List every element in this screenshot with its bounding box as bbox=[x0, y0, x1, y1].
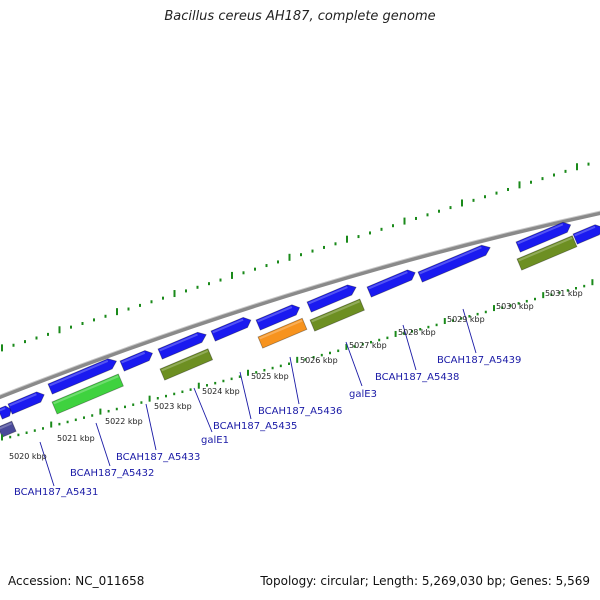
scale-tick-label: 5026 kbp bbox=[300, 356, 338, 365]
gene-label[interactable]: BCAH187_A5432 bbox=[70, 468, 154, 479]
scale-tick-label: 5028 kbp bbox=[398, 328, 436, 337]
gene-highlight bbox=[0, 422, 13, 430]
backbone-line bbox=[0, 211, 600, 400]
gene-highlight bbox=[49, 360, 109, 387]
gene-highlight bbox=[0, 407, 6, 412]
gene-label-connector bbox=[345, 341, 363, 387]
scale-tick-label: 5029 kbp bbox=[447, 315, 485, 324]
gene-highlight bbox=[257, 306, 293, 323]
backbone-highlight bbox=[0, 210, 600, 396]
gene-arrow-olive[interactable] bbox=[159, 348, 214, 381]
scale-tick-ring bbox=[1, 279, 594, 441]
gene-track bbox=[0, 221, 600, 438]
map-labels: 5020 kbp 5021 kbp 5022 kbp 5023 kbp 5024 kbp… bbox=[9, 289, 583, 498]
genome-backbone bbox=[0, 210, 600, 400]
scale-tick-label: 5025 kbp bbox=[251, 372, 289, 381]
gene-arrow-blue[interactable] bbox=[255, 304, 301, 331]
accession-text: Accession: NC_011658 bbox=[8, 574, 145, 588]
gene-arrow-slate[interactable] bbox=[0, 420, 17, 438]
gene-label[interactable]: BCAH187_A5435 bbox=[213, 421, 297, 432]
scale-tick-label: 5030 kbp bbox=[496, 302, 534, 311]
gene-label-connector bbox=[239, 371, 252, 420]
gene-arrow-blue[interactable] bbox=[47, 358, 118, 395]
gene-arrow-olive[interactable] bbox=[309, 298, 365, 332]
gene-arrow-blue[interactable] bbox=[7, 391, 45, 415]
gene-label[interactable]: BCAH187_A5436 bbox=[258, 406, 342, 417]
gene-highlight bbox=[9, 393, 37, 407]
gene-arrow-blue[interactable] bbox=[572, 224, 600, 245]
gene-highlight bbox=[159, 333, 198, 352]
gene-highlight bbox=[419, 246, 482, 275]
scale-tick-label: 5022 kbp bbox=[105, 417, 143, 426]
gene-highlight bbox=[161, 350, 209, 372]
gene-highlight bbox=[53, 375, 119, 405]
gene-arrow-blue[interactable] bbox=[119, 350, 154, 372]
scale-tick-label: 5031 kbp bbox=[545, 289, 583, 298]
gene-arrow-blue[interactable] bbox=[0, 405, 12, 420]
scale-tick-label: 5021 kbp bbox=[57, 434, 95, 443]
gene-label-connector bbox=[95, 422, 111, 467]
gene-arrow-orange[interactable] bbox=[257, 317, 308, 349]
outer-tick-ring bbox=[1, 162, 590, 352]
gene-highlight bbox=[212, 318, 244, 334]
gene-highlight bbox=[518, 237, 573, 262]
gene-label-connector bbox=[462, 308, 477, 354]
gene-arrow-blue[interactable] bbox=[417, 244, 491, 283]
gene-highlight bbox=[308, 286, 348, 305]
gene-label[interactable]: BCAH187_A5431 bbox=[14, 487, 98, 498]
topology-text: Topology: circular; Length: 5,269,030 bp… bbox=[260, 574, 590, 588]
gene-arrow-blue[interactable] bbox=[515, 221, 572, 253]
gene-arrow-blue[interactable] bbox=[157, 331, 207, 360]
gene-label-connector bbox=[402, 324, 417, 371]
gene-highlight bbox=[311, 300, 360, 323]
gene-label-connector bbox=[145, 403, 157, 451]
gene-arrow-blue[interactable] bbox=[306, 284, 357, 313]
gene-highlight bbox=[574, 226, 596, 237]
gene-highlight bbox=[121, 351, 146, 364]
label-connectors bbox=[39, 308, 477, 487]
gene-label[interactable]: BCAH187_A5433 bbox=[116, 452, 200, 463]
gene-arrow-blue[interactable] bbox=[366, 269, 416, 298]
gene-label-connector bbox=[39, 441, 55, 487]
scale-tick-label: 5020 kbp bbox=[9, 452, 47, 461]
gene-label-connector bbox=[289, 356, 300, 405]
gene-arrow-olive[interactable] bbox=[516, 235, 578, 271]
gene-highlight bbox=[517, 223, 564, 245]
scale-tick-label: 5024 kbp bbox=[202, 387, 240, 396]
scale-tick-label: 5027 kbp bbox=[349, 341, 387, 350]
gene-label[interactable]: galE1 bbox=[201, 435, 229, 446]
gene-label[interactable]: BCAH187_A5439 bbox=[437, 355, 521, 366]
gene-label[interactable]: galE3 bbox=[349, 389, 377, 400]
gene-label-connector bbox=[193, 387, 213, 433]
gene-arrow-green[interactable] bbox=[51, 373, 124, 415]
gene-label[interactable]: BCAH187_A5438 bbox=[375, 372, 459, 383]
map-title: Bacillus cereus AH187, complete genome bbox=[164, 9, 436, 24]
gene-arrow-blue[interactable] bbox=[210, 316, 252, 342]
scale-tick-label: 5023 kbp bbox=[154, 402, 192, 411]
gene-highlight bbox=[368, 271, 408, 290]
gene-highlight bbox=[259, 319, 303, 340]
